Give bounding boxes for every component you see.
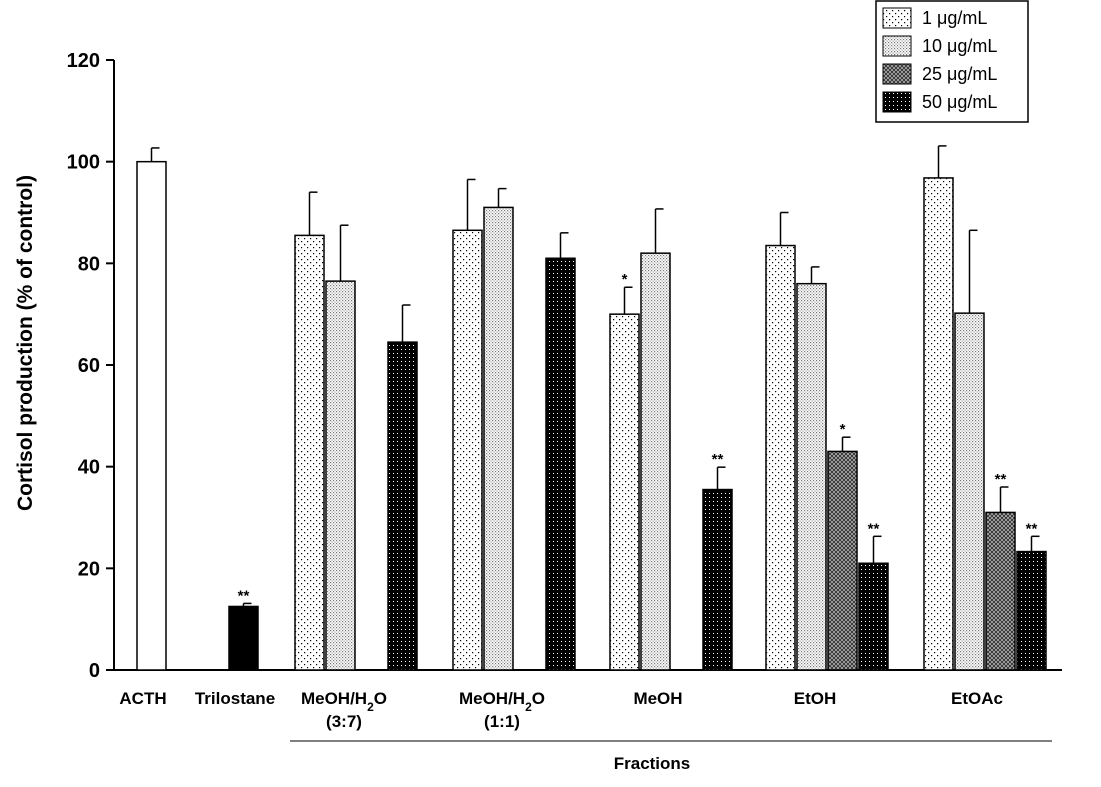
y-ticks: 0 20 40 60 80 100 120: [67, 50, 114, 682]
category-label: Trilostane: [195, 689, 275, 708]
y-tick-label: 20: [78, 558, 100, 580]
y-tick-label: 100: [67, 152, 100, 174]
significance-label: **: [238, 587, 250, 604]
legend: 1 μg/mL 10 μg/mL 25 μg/mL 50 μg/mL: [875, 0, 1029, 123]
significance-label: **: [712, 451, 724, 468]
legend-label: 1 μg/mL: [922, 8, 987, 28]
bar: [858, 562, 889, 671]
bar: [954, 312, 985, 671]
bar: [609, 313, 640, 671]
bar: [136, 160, 167, 671]
significance-label: **: [1026, 520, 1038, 537]
significance-label: **: [995, 471, 1007, 488]
bar: [702, 488, 733, 671]
significance-label: *: [622, 271, 628, 288]
category-label: EtOH: [794, 689, 837, 708]
category-label: EtOAc: [951, 689, 1003, 708]
bar: [985, 511, 1016, 671]
significance-label: *: [840, 421, 846, 438]
bars: ************: [136, 145, 1047, 671]
category-labels: ACTH Trilostane MeOH/H2O(3:7)MeOH/H2O(1:1)…: [119, 689, 1003, 731]
bar: [796, 282, 827, 671]
y-tick-label: 60: [78, 355, 100, 377]
y-tick-label: 40: [78, 457, 100, 479]
bar: [483, 206, 514, 671]
bar: [387, 341, 418, 671]
category-label: ACTH: [119, 689, 166, 708]
bar: [1016, 550, 1047, 671]
bar: [228, 605, 259, 671]
bar: [325, 280, 356, 671]
category-label: MeOH/H2O: [459, 689, 545, 714]
category-label: MeOH: [633, 689, 682, 708]
legend-label: 50 μg/mL: [922, 92, 997, 112]
x-axis-title: Fractions: [614, 754, 691, 773]
category-sublabel: (3:7): [326, 712, 362, 731]
bar: [294, 234, 325, 671]
legend-swatch: [882, 35, 912, 57]
legend-swatch: [882, 7, 912, 29]
bar: [827, 450, 858, 671]
legend-swatch: [882, 63, 912, 85]
legend-label: 10 μg/mL: [922, 36, 997, 56]
y-axis-title: Cortisol production (% of control): [14, 175, 37, 511]
bar: [452, 229, 483, 671]
legend-swatch: [882, 91, 912, 113]
significance-label: **: [868, 520, 880, 537]
category-sublabel: (1:1): [484, 712, 520, 731]
bar: [545, 257, 576, 671]
y-tick-label: 80: [78, 253, 100, 275]
y-tick-label: 120: [67, 50, 100, 72]
legend-label: 25 μg/mL: [922, 64, 997, 84]
category-label: MeOH/H2O: [301, 689, 387, 714]
bar: [640, 252, 671, 671]
bar: [923, 177, 954, 671]
bar: [765, 244, 796, 671]
y-tick-label: 0: [89, 660, 100, 682]
